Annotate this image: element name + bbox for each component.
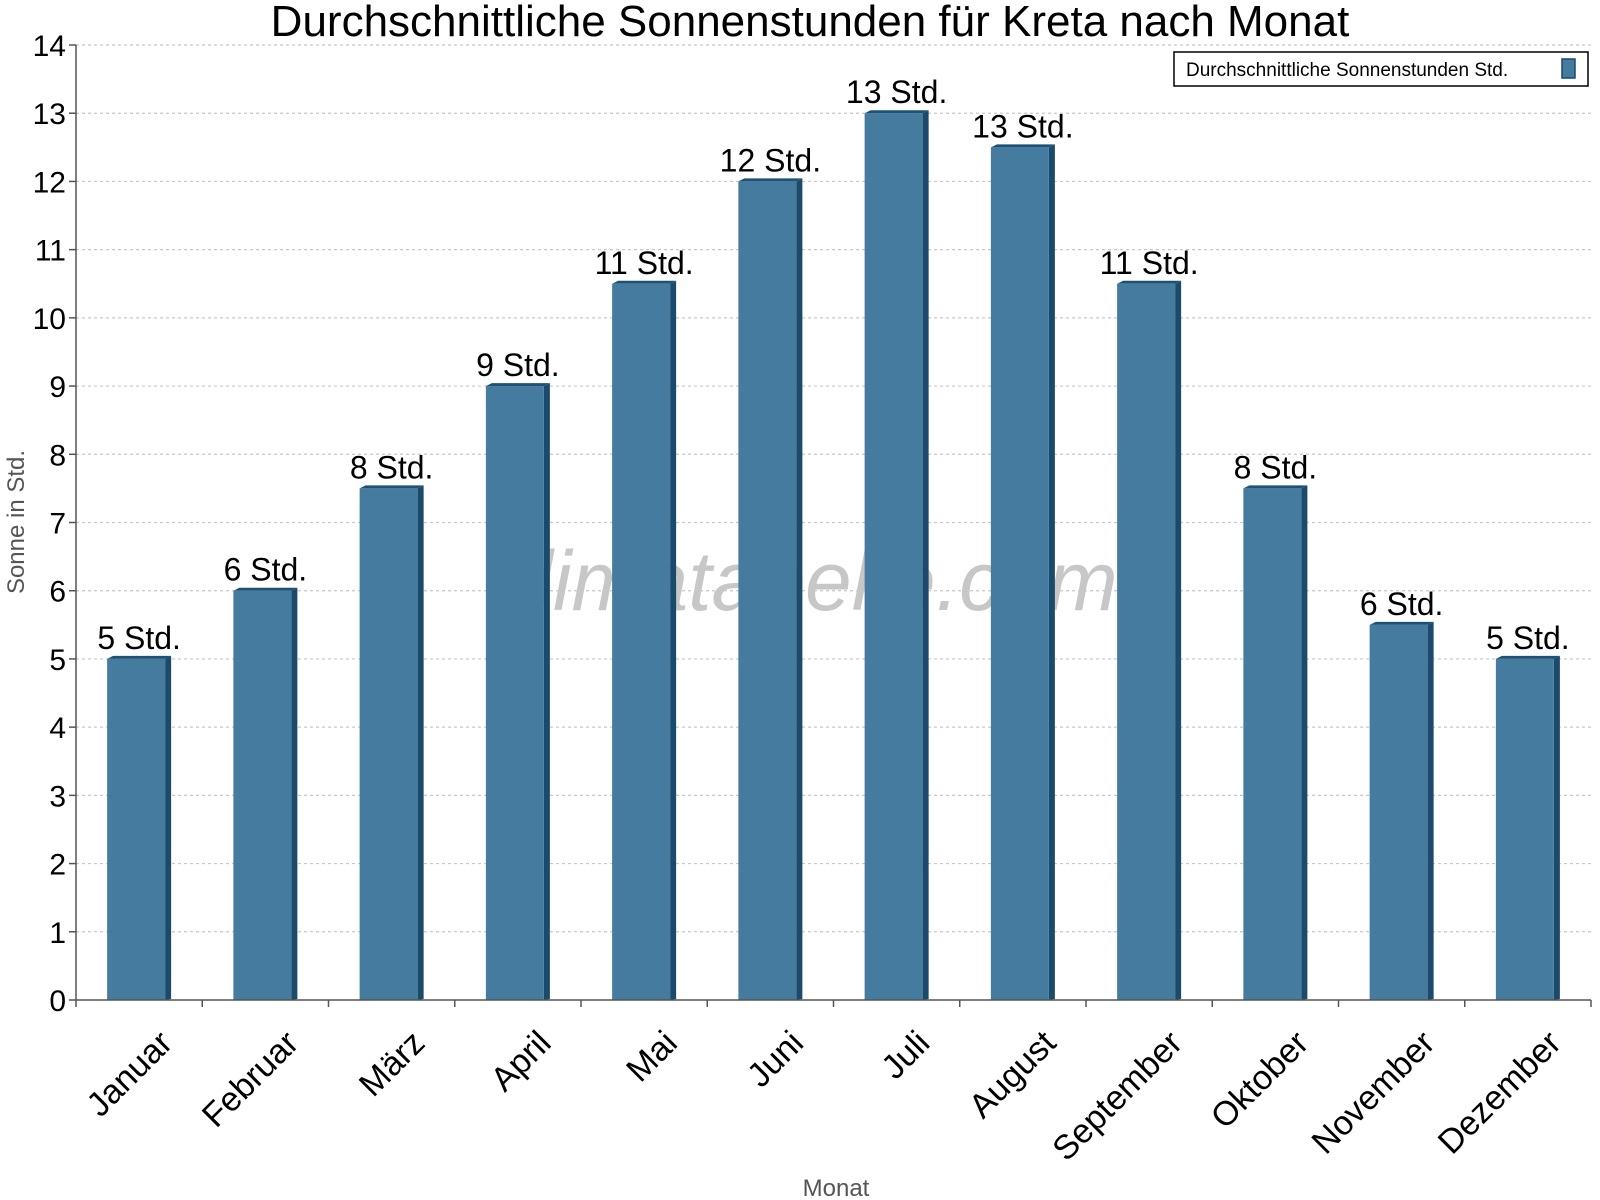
- x-tick-label: Februar: [195, 1024, 306, 1135]
- x-tick-label: Mai: [619, 1024, 685, 1090]
- data-label: 8 Std.: [1234, 449, 1318, 485]
- bar-series: [107, 110, 1560, 1001]
- y-tick-label: 6: [49, 576, 66, 609]
- x-tick-label: Januar: [79, 1024, 179, 1124]
- bar-10: [1243, 485, 1308, 1001]
- bar-top: [1243, 485, 1308, 489]
- bar-front: [990, 147, 1049, 1001]
- bar-side: [1301, 485, 1308, 1001]
- data-label: 5 Std.: [97, 620, 181, 656]
- bar-front: [107, 658, 166, 1000]
- bar-3: [359, 485, 424, 1001]
- legend-swatch: [1561, 58, 1576, 79]
- bar-side: [1048, 144, 1055, 1001]
- bar-side: [670, 280, 677, 1000]
- data-label: 9 Std.: [476, 347, 560, 383]
- bar-front: [1495, 658, 1554, 1000]
- x-tick-label: Dezember: [1431, 1024, 1569, 1162]
- y-tick-label: 5: [49, 644, 66, 677]
- data-label: 6 Std.: [1360, 586, 1444, 622]
- data-label: 5 Std.: [1486, 620, 1570, 656]
- bar-front: [612, 283, 671, 1000]
- bar-front: [738, 181, 797, 1000]
- x-tick-label: April: [484, 1024, 559, 1099]
- legend-label: Durchschnittliche Sonnenstunden Std.: [1186, 60, 1508, 81]
- bar-side: [165, 655, 172, 1000]
- bar-4: [485, 383, 550, 1001]
- bar-front: [485, 386, 544, 1001]
- bar-front: [1117, 283, 1176, 1000]
- data-label: 8 Std.: [350, 449, 434, 485]
- bar-side: [796, 178, 803, 1000]
- bar-6: [738, 178, 803, 1000]
- bar-front: [864, 113, 923, 1000]
- y-tick-label: 1: [49, 917, 66, 950]
- bar-top: [359, 485, 424, 489]
- bar-2: [233, 587, 298, 1000]
- y-tick-label: 11: [35, 235, 66, 268]
- legend-box: [1173, 51, 1589, 87]
- bar-front: [1369, 624, 1428, 1000]
- bar-9: [1117, 280, 1182, 1000]
- y-tick-label: 14: [33, 30, 66, 63]
- bar-top: [1495, 655, 1560, 659]
- data-label: 12 Std.: [720, 142, 821, 178]
- y-tick-label: 10: [33, 303, 66, 336]
- data-label: 11 Std.: [595, 245, 694, 281]
- bar-side: [543, 383, 550, 1001]
- bar-side: [1427, 621, 1434, 1000]
- bar-side: [922, 110, 929, 1000]
- bar-top: [990, 144, 1055, 148]
- data-label: 13 Std.: [846, 74, 947, 110]
- bar-1: [107, 655, 172, 1000]
- bar-top: [612, 280, 677, 284]
- y-tick-label: 9: [49, 371, 66, 404]
- y-tick-label: 4: [49, 712, 66, 745]
- y-tick-label: 7: [49, 508, 66, 541]
- y-axis-title: Sonne in Std.: [3, 450, 30, 594]
- bar-side: [1175, 280, 1182, 1000]
- y-tick-label: 0: [49, 985, 66, 1018]
- x-tick-label: August: [962, 1023, 1064, 1125]
- bar-12: [1495, 655, 1560, 1000]
- x-tick-label: März: [352, 1024, 432, 1104]
- x-tick-label: September: [1045, 1024, 1189, 1168]
- x-tick-label: Juli: [874, 1024, 937, 1087]
- bar-front: [233, 590, 292, 1000]
- bar-11: [1369, 621, 1434, 1000]
- x-tick-label: Juni: [740, 1024, 811, 1095]
- y-tick-label: 13: [33, 98, 66, 131]
- bar-top: [1369, 621, 1434, 625]
- grid-lines: [76, 44, 1591, 933]
- bar-top: [1117, 280, 1182, 284]
- data-label: 6 Std.: [224, 552, 308, 588]
- x-tick-label: November: [1304, 1024, 1442, 1162]
- y-tick-label: 12: [33, 166, 66, 199]
- data-label: 11 Std.: [1100, 245, 1199, 281]
- bar-top: [233, 587, 298, 591]
- x-tick-label: Oktober: [1204, 1024, 1316, 1136]
- bar-top: [738, 178, 803, 182]
- chart-title: Durchschnittliche Sonnenstunden für Kret…: [271, 0, 1350, 46]
- bar-7: [864, 110, 929, 1000]
- data-labels: 5 Std. 6 Std. 8 Std. 9 Std. 11 Std. 12 Std. 13…: [97, 74, 1569, 656]
- bar-front: [359, 488, 418, 1000]
- y-tick-label: 8: [49, 439, 66, 472]
- bar-front: [1243, 488, 1302, 1000]
- bar-top: [485, 383, 550, 387]
- x-axis-title: Monat: [803, 1175, 870, 1200]
- bar-side: [291, 587, 298, 1000]
- legend: Durchschnittliche Sonnenstunden Std.: [1173, 51, 1589, 87]
- bar-8: [990, 144, 1055, 1001]
- y-tick-label: 2: [49, 849, 66, 882]
- bar-side: [1553, 655, 1560, 1000]
- bar-top: [864, 110, 929, 114]
- bar-top: [107, 655, 172, 659]
- y-tick-label: 3: [49, 780, 66, 813]
- data-label: 13 Std.: [972, 108, 1073, 144]
- bar-side: [417, 485, 424, 1001]
- bar-5: [612, 280, 677, 1000]
